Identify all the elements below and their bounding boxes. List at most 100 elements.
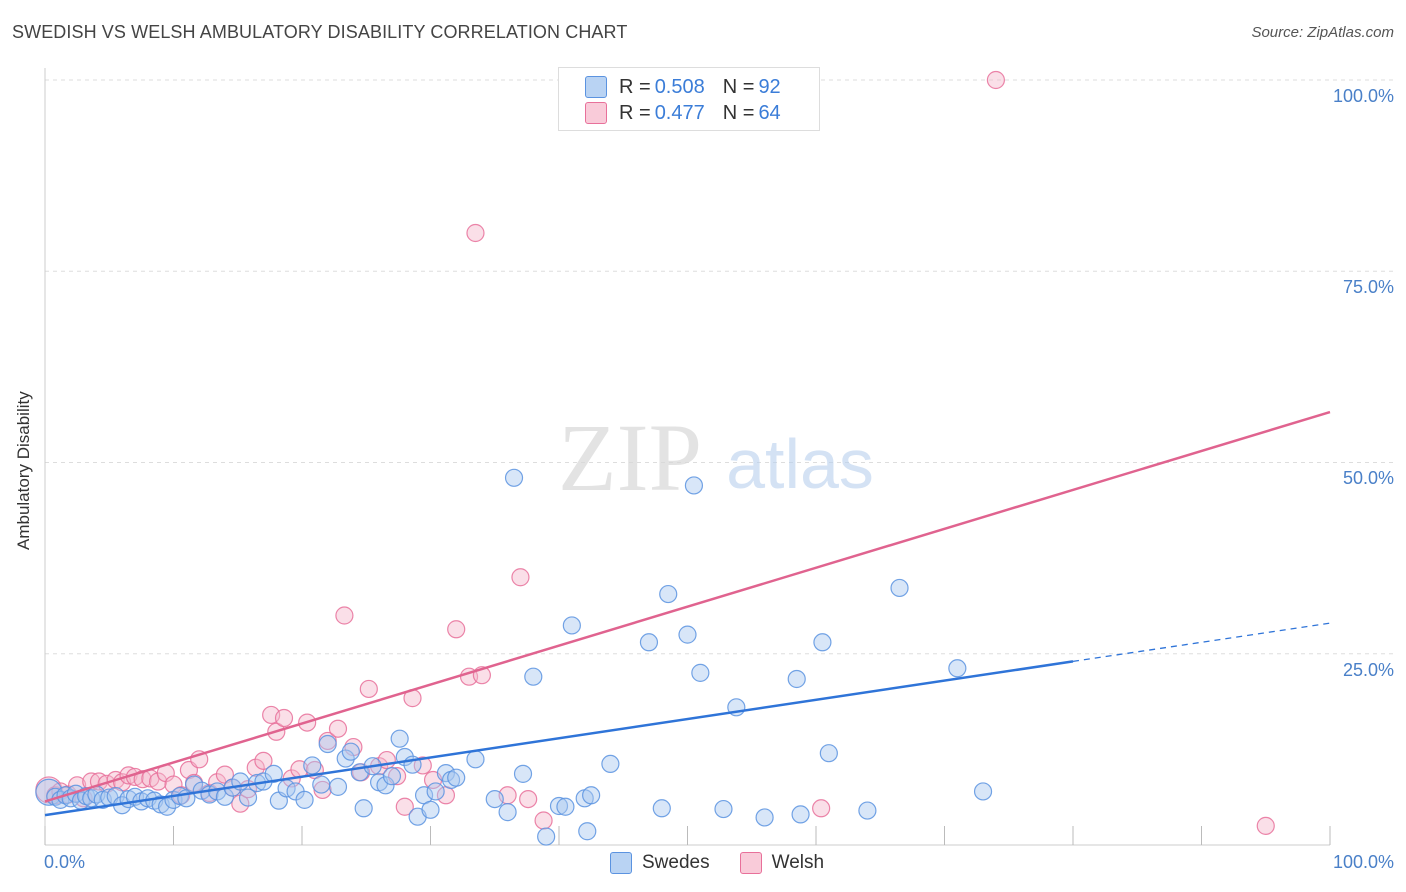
swedes-point xyxy=(714,799,733,819)
welsh-point xyxy=(359,679,378,699)
legend: R = 0.508 N = 92 R = 0.477 N = 64 xyxy=(558,67,820,131)
swedes-point xyxy=(549,796,569,816)
swedes-swatch xyxy=(585,76,607,98)
welsh-point xyxy=(466,223,485,243)
swedes-point xyxy=(890,578,909,598)
swedes-point xyxy=(524,667,543,686)
grid-lines xyxy=(45,79,1395,655)
welsh-swatch xyxy=(739,852,762,874)
swedes-point xyxy=(504,468,524,487)
welsh-point xyxy=(812,799,831,818)
welsh-point xyxy=(395,797,414,816)
legend-n-value: 92 xyxy=(758,75,781,98)
welsh-swatch xyxy=(585,102,607,124)
swedes-point xyxy=(238,788,258,807)
swedes-swatch xyxy=(610,852,632,874)
swedes-point xyxy=(819,744,838,763)
chart-title: SWEDISH VS WELSH AMBULATORY DISABILITY C… xyxy=(12,22,628,42)
swedes-point xyxy=(466,750,485,769)
swedes-point xyxy=(498,803,517,822)
swedes-point xyxy=(447,768,466,787)
welsh-point xyxy=(519,789,538,809)
x-tick-label: 0.0% xyxy=(44,852,86,872)
swedes-point xyxy=(157,797,177,816)
swedes-point xyxy=(485,789,504,809)
swedes-point xyxy=(426,782,445,801)
legend-row-welsh: R = 0.477 N = 64 xyxy=(585,101,785,125)
welsh-point xyxy=(1256,816,1275,835)
swedes-point xyxy=(813,633,832,652)
swedes-point xyxy=(755,808,774,827)
welsh-point xyxy=(274,708,294,728)
swedes-point xyxy=(791,805,810,824)
legend-row-swedes: R = 0.508 N = 92 xyxy=(585,75,785,99)
swedes-point xyxy=(537,827,556,846)
welsh-point xyxy=(447,620,466,639)
swedes-point xyxy=(382,767,402,786)
welsh-point xyxy=(246,758,265,777)
y-axis-label: Ambulatory Disability xyxy=(14,391,33,550)
y-tick-label: 50.0% xyxy=(1342,468,1394,488)
welsh-point xyxy=(254,751,273,770)
bottom-legend-welsh: Welsh xyxy=(739,852,825,874)
swedes-point xyxy=(973,782,993,801)
welsh-point xyxy=(534,811,553,830)
legend-n-label: N = xyxy=(722,75,755,98)
swedes-point xyxy=(652,799,671,818)
welsh-point xyxy=(986,70,1006,90)
legend-r-value: 0.508 xyxy=(654,75,705,98)
watermark-atlas: atlas xyxy=(726,425,874,503)
bottom-legend-label: Swedes xyxy=(642,852,710,873)
watermark-zip: ZIP xyxy=(558,404,702,511)
swedes-point xyxy=(295,790,314,809)
bottom-legend-swedes: Swedes xyxy=(610,852,710,874)
swedes-point xyxy=(513,764,533,783)
swedes-point xyxy=(341,742,360,761)
swedes-trend-extension xyxy=(1072,622,1331,663)
swedes-point xyxy=(948,659,967,678)
swedes-trend-line xyxy=(44,660,1074,817)
swedes-point xyxy=(582,786,601,805)
swedes-point xyxy=(354,799,373,818)
welsh-point xyxy=(511,568,530,587)
swedes-point xyxy=(318,734,337,754)
welsh-trend-line xyxy=(44,410,1331,803)
bottom-legend: Swedes Welsh xyxy=(610,852,854,874)
legend-r-label: R = xyxy=(619,101,651,124)
source-label: Source: ZipAtlas.com xyxy=(1251,24,1394,41)
swedes-point xyxy=(390,729,409,748)
swedes-point xyxy=(858,801,877,820)
swedes-point xyxy=(659,584,678,604)
y-tick-label: 25.0% xyxy=(1342,660,1394,680)
watermark: ZIP atlas xyxy=(558,404,874,511)
swedes-point xyxy=(421,800,440,819)
swedes-point xyxy=(678,625,697,644)
welsh-point xyxy=(413,756,432,775)
trend-lines xyxy=(44,410,1331,817)
swedes-point xyxy=(312,775,331,794)
swedes-point xyxy=(303,756,322,775)
swedes-point xyxy=(264,764,283,783)
swedes-point xyxy=(376,776,395,795)
legend-n-label: N = xyxy=(722,101,755,124)
y-tick-label: 100.0% xyxy=(1332,86,1394,106)
swedes-point xyxy=(691,663,710,682)
swedes-point xyxy=(684,476,704,495)
bottom-legend-label: Welsh xyxy=(771,852,825,873)
welsh-point xyxy=(328,719,348,738)
swedes-point xyxy=(556,797,575,816)
legend-n-value: 64 xyxy=(758,101,781,124)
swedes-point xyxy=(639,633,659,652)
swedes-point xyxy=(787,669,806,689)
swedes-points xyxy=(35,468,993,846)
swedes-point xyxy=(601,754,620,774)
y-tick-label: 75.0% xyxy=(1342,277,1394,297)
legend-r-value: 0.477 xyxy=(654,101,705,124)
legend-r-label: R = xyxy=(619,75,651,98)
axes xyxy=(44,68,1331,846)
swedes-point xyxy=(562,616,581,635)
welsh-point xyxy=(335,606,354,625)
swedes-point xyxy=(578,822,597,841)
x-tick-label: 100.0% xyxy=(1332,852,1394,872)
